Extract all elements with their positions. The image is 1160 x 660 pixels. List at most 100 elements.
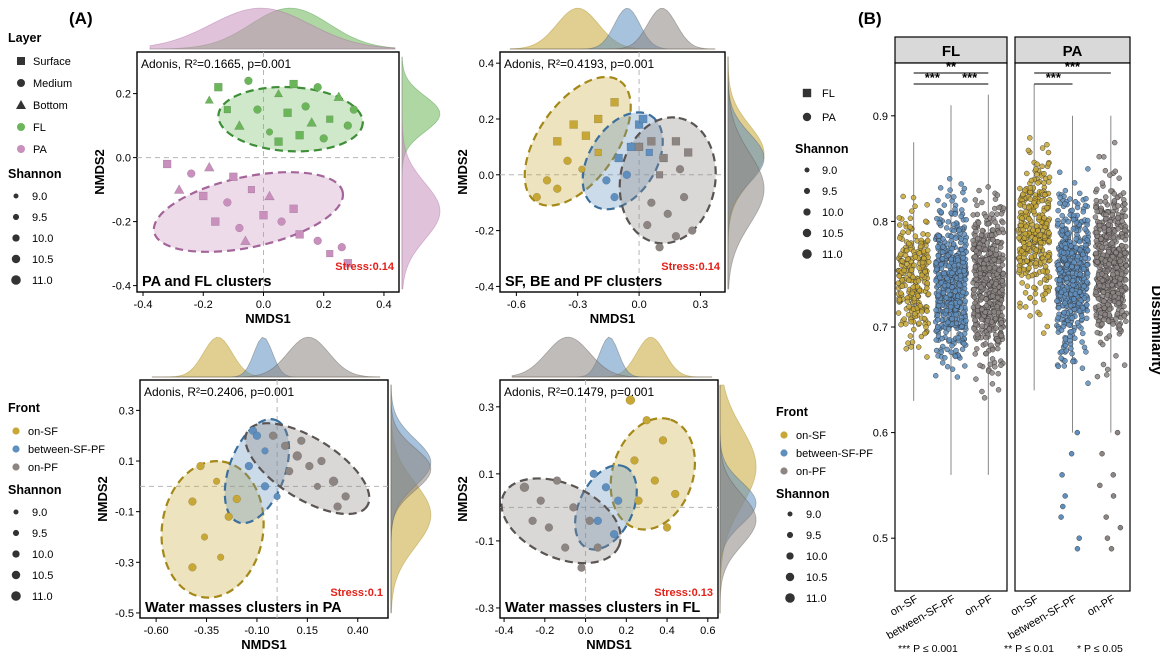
legend-front-label: between-SF-PF [796,448,873,460]
jitter-point [1122,236,1129,243]
jitter-point [1000,219,1006,226]
jitter-point [972,351,978,357]
legend-layer-label: Medium [33,78,72,90]
point-on-PF [281,441,290,450]
jitter-point [1073,236,1079,242]
y-axis-label: Dissimilarity [1148,285,1160,375]
outlier-point [1060,503,1066,510]
jitter-point [1104,366,1111,373]
jitter-point [1099,271,1105,277]
legend-shannon-label: 11.0 [32,591,53,603]
point-between-SF-PF [602,176,611,185]
jitter-point [959,207,965,213]
jitter-point [982,246,988,253]
nmds-panels: -0.4 -0.2 0.0 0.2 0.4-0.4-0.20.00.2NMDS1NMDS… [92,7,765,652]
outlier-point [1068,450,1075,457]
legend-shannon-title: Shannon [776,487,829,501]
x-tick-label: 0.6 [700,625,715,637]
legend-shannon-label: 9.0 [32,507,47,519]
jitter-point [1116,322,1123,329]
jitter-point [983,213,989,220]
nmds-plot-sf-be-pf: -0.6 -0.3 0.0 0.3 -0.4 -0.2 0.0 0.2 0.4 NMDS1 NMDS… [455,7,765,326]
jitter-point [1039,197,1045,204]
jitter-point [945,319,951,326]
x-tick-label: 0.4 [659,625,674,637]
jitter-point [1024,283,1031,289]
point-on-PF [317,456,326,466]
legend-layer-label: Surface [33,56,71,68]
jitter-point [904,247,910,254]
point-PA [264,190,275,201]
y-axis-label: NMDS2 [92,149,107,195]
legend-front-key [780,449,788,457]
point-between-SF-PF [610,192,619,202]
jitter-point [1080,209,1086,215]
jitter-point [909,339,916,345]
jitter-point [995,387,1002,393]
jitter-point [1041,180,1047,186]
jitter-point [950,241,957,247]
x-tick-label: 0.40 [347,625,368,637]
jitter-point [960,255,966,261]
jitter-point [993,251,999,258]
jitter-point [990,237,996,243]
plot-area [137,52,399,292]
jitter-point [1122,227,1128,234]
jitter-point [1055,304,1062,311]
jitter-point [945,219,951,225]
jitter-point [1084,302,1090,308]
legend-front-key [12,427,20,435]
jitter-point [1123,277,1129,283]
jitter-point [935,302,942,309]
legend-shannon-dot [802,228,812,238]
y-tick-label: 0.8 [873,216,888,228]
jitter-point [1099,321,1105,327]
jitter-point [1094,373,1101,380]
jitter-point [977,258,983,264]
jitter-point [1025,274,1032,280]
jitter-point [1102,199,1109,205]
point-on-PF [659,153,668,163]
panel-label-a: (A) [69,9,93,28]
jitter-point [1093,197,1100,204]
jitter-point [1028,254,1035,260]
legend-layer-key [17,145,25,153]
point-on-SF [532,192,541,202]
jitter-point [901,267,907,274]
jitter-point [992,219,998,225]
jitter-point [1017,304,1023,310]
jitter-point [998,332,1005,339]
jitter-point [1042,291,1049,297]
jitter-point [904,298,911,305]
jitter-point [1123,262,1130,269]
ellipse-on-PF [500,477,622,565]
jitter-point [925,232,931,238]
jitter-point [1110,321,1116,327]
jitter-point [1068,329,1074,335]
y-tick-label: -0.2 [475,226,494,238]
x-tick-label: 0.0 [256,299,271,311]
jitter-point [1119,242,1125,249]
jitter-point [1098,236,1104,242]
jitter-point [943,225,950,231]
jitter-point [1020,191,1026,198]
legend-layer-title: Layer [8,31,41,45]
jitter-point [1058,355,1064,361]
jitter-point [940,236,946,242]
jitter-point [979,306,985,313]
jitter-point [1065,218,1072,225]
jitter-point [1113,249,1119,256]
jitter-point [924,285,930,291]
outlier-point [1062,493,1068,499]
point-on-PF [341,492,350,501]
y-tick-label: 0.6 [873,428,888,440]
point-PA [240,235,251,245]
point-FL [349,105,358,114]
jitter-point [1022,230,1029,237]
jitter-point [961,281,968,288]
point-PA [326,250,334,258]
jitter-point [1069,207,1075,214]
legend-shannon-dot [785,593,795,603]
jitter-point [1045,253,1051,260]
